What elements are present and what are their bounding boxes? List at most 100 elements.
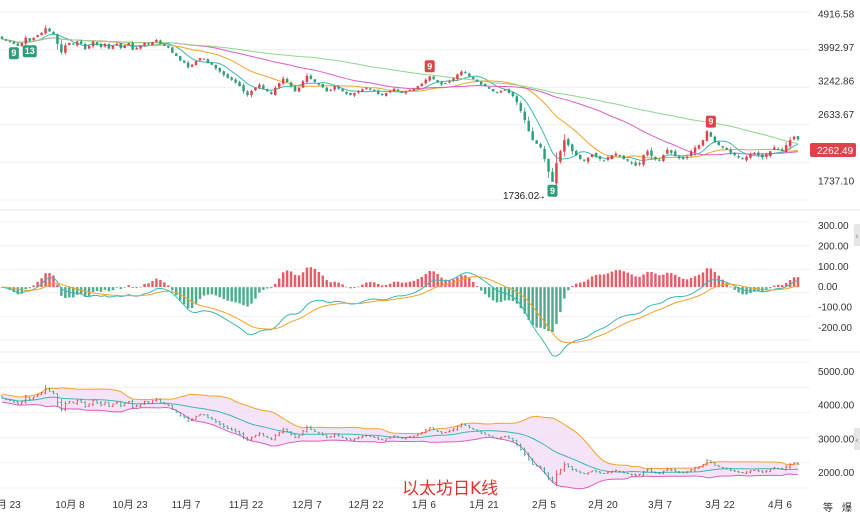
macd-histogram-bar bbox=[472, 281, 475, 288]
candle bbox=[8, 40, 12, 43]
scroll-handle-top[interactable]: ‹ bbox=[854, 224, 860, 246]
candle-body bbox=[765, 154, 768, 157]
candle-body bbox=[638, 163, 641, 165]
candle-body bbox=[701, 140, 705, 146]
macd-histogram-bar bbox=[622, 271, 625, 288]
ohlc-bar bbox=[357, 436, 360, 440]
signal-badge: 9 bbox=[424, 60, 435, 73]
candle-body bbox=[87, 45, 91, 49]
candle-body bbox=[230, 77, 233, 80]
ohlc-bar bbox=[167, 403, 170, 407]
candle-body bbox=[226, 74, 229, 78]
corner-icons[interactable]: 等 爆 bbox=[823, 501, 852, 514]
candle-body bbox=[384, 92, 388, 96]
macd-histogram-bar bbox=[523, 287, 526, 314]
macd-histogram-bar bbox=[317, 271, 321, 288]
candlestick-series bbox=[0, 25, 800, 195]
candle bbox=[194, 60, 198, 66]
last-price-tag[interactable]: 2262.49 bbox=[810, 143, 856, 157]
macd-histogram-bar bbox=[297, 275, 301, 288]
ohlc-bar bbox=[507, 435, 511, 440]
macd-histogram-bar bbox=[285, 270, 289, 288]
ohlc-bar bbox=[705, 459, 709, 466]
macd-histogram-bar bbox=[499, 287, 503, 303]
candle bbox=[380, 92, 384, 96]
ohlc-bar bbox=[313, 429, 317, 432]
candle bbox=[650, 147, 653, 159]
candle bbox=[329, 89, 332, 92]
candle-body bbox=[365, 88, 368, 90]
candle-body bbox=[68, 43, 71, 46]
ohlc-bar bbox=[483, 432, 487, 435]
ohlc-bar bbox=[796, 462, 800, 465]
macd-histogram-bar bbox=[12, 287, 16, 293]
candle bbox=[626, 158, 629, 162]
macd-histogram-bar bbox=[670, 273, 673, 288]
candle bbox=[119, 43, 123, 50]
candle bbox=[155, 39, 158, 43]
ohlc-bar bbox=[384, 438, 388, 441]
candle-body bbox=[159, 40, 162, 44]
candle-body bbox=[519, 103, 523, 111]
macd-histogram-bar bbox=[380, 285, 384, 288]
candle-body bbox=[618, 155, 622, 157]
ohlc-bar bbox=[515, 439, 519, 447]
ohlc-bar bbox=[87, 403, 91, 407]
ohlc-bar bbox=[234, 428, 237, 433]
candle bbox=[622, 155, 625, 160]
ohlc-bar bbox=[329, 436, 332, 438]
ma-mid-line bbox=[1, 37, 799, 159]
candle bbox=[642, 154, 645, 167]
candle-body bbox=[214, 64, 218, 69]
macd-histogram-bar bbox=[175, 287, 178, 296]
candle bbox=[697, 144, 701, 150]
candle-body bbox=[234, 79, 237, 83]
candle-body bbox=[321, 83, 324, 88]
candle bbox=[594, 152, 598, 159]
macd-histogram-bar bbox=[606, 273, 610, 288]
candle bbox=[444, 82, 447, 85]
candle bbox=[56, 33, 59, 50]
ohlc-bar bbox=[238, 430, 241, 435]
candle-body bbox=[547, 158, 550, 172]
candle-body bbox=[16, 43, 20, 46]
candle bbox=[32, 37, 35, 41]
scroll-handle-bottom[interactable]: ‹ bbox=[854, 428, 860, 450]
candle-body bbox=[796, 136, 800, 140]
candle-body bbox=[567, 139, 570, 146]
macd-histogram-bar bbox=[483, 287, 487, 295]
macd-histogram-bar bbox=[72, 287, 75, 298]
candle-body bbox=[218, 68, 222, 72]
ohlc-bar bbox=[408, 435, 412, 438]
ohlc-bar bbox=[151, 400, 154, 405]
macd-histogram-bar bbox=[582, 281, 586, 288]
macd-histogram-bar bbox=[519, 287, 523, 309]
corner-icon-wait[interactable]: 等 bbox=[823, 501, 833, 514]
candle bbox=[428, 76, 431, 82]
candle-body bbox=[289, 82, 293, 87]
candle bbox=[468, 72, 471, 78]
ohlc-bar bbox=[440, 430, 443, 435]
corner-icon-burst[interactable]: 爆 bbox=[842, 502, 852, 514]
macd-histogram-bar bbox=[250, 287, 253, 304]
ohlc-bar bbox=[262, 432, 265, 437]
candle bbox=[230, 76, 233, 82]
ohlc-bar bbox=[20, 401, 24, 405]
candle bbox=[689, 149, 693, 158]
ohlc-bar bbox=[115, 401, 119, 405]
ohlc-bar bbox=[626, 472, 629, 475]
candle-body bbox=[551, 171, 554, 182]
ohlc-bar bbox=[670, 468, 673, 472]
candle bbox=[103, 42, 107, 48]
ohlc-bar bbox=[523, 447, 526, 457]
candle-body bbox=[416, 86, 420, 89]
ma-long-line bbox=[1, 37, 799, 156]
macd-histogram-bar bbox=[337, 282, 340, 288]
candle-body bbox=[499, 90, 503, 93]
candle-body bbox=[76, 41, 79, 46]
candle-body bbox=[171, 47, 174, 53]
candle bbox=[83, 42, 87, 51]
candle bbox=[780, 147, 784, 152]
macd-axis-tick: -200.00 bbox=[818, 323, 852, 334]
